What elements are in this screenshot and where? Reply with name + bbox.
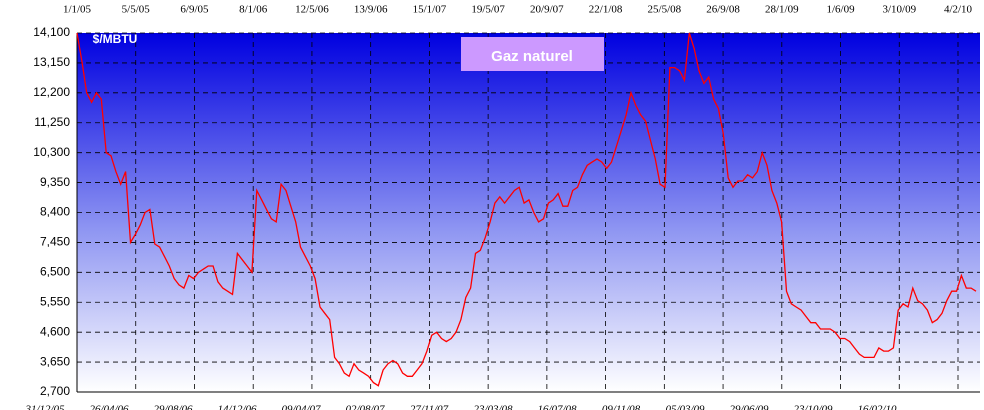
- x-tick-label: 1/1/05: [63, 4, 92, 16]
- y-tick-label: 14,100: [33, 25, 70, 39]
- y-tick-label: 3,650: [40, 354, 70, 368]
- y-tick-label: 4,600: [40, 324, 70, 338]
- x-tick-label-bottom: 31/12/05: [24, 404, 65, 410]
- x-tick-label: 13/9/06: [354, 4, 388, 16]
- x-tick-label-bottom: 16/02/10: [857, 404, 897, 410]
- y-tick-label: 7,450: [40, 235, 70, 249]
- x-tick-label-bottom: 09/11/08: [602, 404, 641, 410]
- y-tick-label: 12,200: [33, 85, 70, 99]
- x-tick-label: 12/5/06: [295, 4, 329, 16]
- y-tick-label: 11,250: [34, 115, 70, 129]
- x-tick-label: 15/1/07: [413, 4, 447, 16]
- y-tick-label: 5,550: [40, 294, 70, 308]
- x-tick-label: 26/9/08: [706, 4, 740, 16]
- x-tick-label-bottom: 14/12/06: [217, 404, 257, 410]
- x-tick-label-bottom: 23/03/08: [473, 404, 513, 410]
- y-tick-label: 9,350: [40, 175, 70, 189]
- y-tick-label: 6,500: [40, 265, 70, 279]
- x-tick-label: 4/2/10: [944, 4, 973, 16]
- y-tick-label: 2,700: [40, 384, 70, 398]
- x-tick-label-bottom: 29/08/06: [153, 404, 193, 410]
- x-tick-label-bottom: 29/06/09: [729, 404, 769, 410]
- x-tick-label-bottom: 27/11/07: [410, 404, 449, 410]
- x-tick-label: 20/9/07: [530, 4, 564, 16]
- x-tick-label: 5/5/05: [122, 4, 151, 16]
- x-tick-label: 25/5/08: [648, 4, 682, 16]
- x-tick-label-bottom: 23/10/09: [793, 404, 833, 410]
- x-tick-label: 6/9/05: [180, 4, 209, 16]
- x-tick-label-bottom: 16/07/08: [537, 404, 577, 410]
- x-tick-label-bottom: 09/04/07: [281, 404, 321, 410]
- unit-label: $/MBTU: [93, 32, 138, 46]
- x-tick-label: 1/6/09: [826, 4, 855, 16]
- x-tick-label: 22/1/08: [589, 4, 623, 16]
- y-tick-label: 13,150: [33, 55, 70, 69]
- y-tick-label: 8,400: [40, 205, 70, 219]
- x-tick-label-bottom: 02/08/07: [345, 404, 385, 410]
- x-tick-label: 28/1/09: [765, 4, 799, 16]
- x-tick-label-bottom: 05/03/09: [665, 404, 705, 410]
- x-tick-label-bottom: 26/04/06: [89, 404, 129, 410]
- price-line: [76, 32, 977, 387]
- x-tick-label: 19/5/07: [471, 4, 505, 16]
- x-tick-label: 3/10/09: [882, 4, 916, 16]
- chart-title: Gaz naturel: [491, 48, 573, 65]
- title-box: [461, 37, 604, 71]
- x-tick-label: 8/1/06: [239, 4, 268, 16]
- y-tick-label: 10,300: [33, 145, 70, 159]
